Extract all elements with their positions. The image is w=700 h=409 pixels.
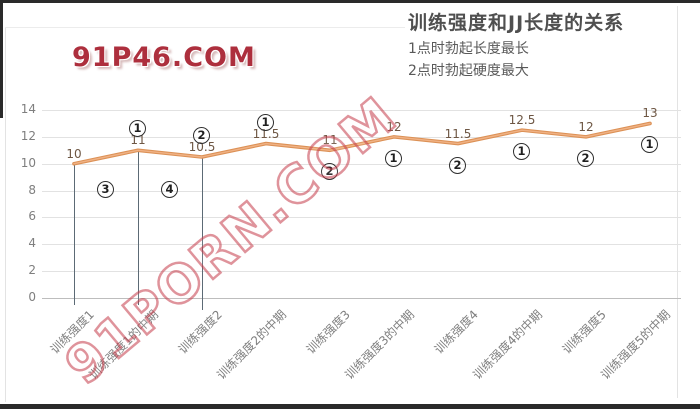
card-border-right — [677, 6, 678, 398]
annotation-circle: 3 — [97, 181, 114, 198]
data-point-label: 12 — [386, 119, 402, 134]
data-point-label: 12.5 — [508, 113, 536, 128]
y-axis-tick-label: 12 — [20, 128, 36, 143]
drop-line — [74, 163, 75, 305]
annotation-circle: 1 — [385, 149, 402, 167]
drop-line — [202, 157, 203, 310]
y-axis-tick-label: 8 — [28, 182, 36, 197]
annotation-circle: 2 — [193, 127, 210, 144]
gridline — [42, 163, 681, 165]
gridline — [42, 217, 681, 219]
data-point-label: 11.5 — [252, 126, 280, 141]
chart-subtitle-2: 2点时勃起硬度最大 — [408, 63, 529, 79]
y-axis-tick-label: 6 — [28, 209, 36, 224]
y-axis-tick-label: 14 — [20, 102, 36, 116]
annotation-circle: 1 — [513, 143, 530, 161]
top-border — [0, 0, 700, 3]
drop-line — [138, 150, 139, 305]
data-point-label: 11 — [322, 133, 338, 148]
card-border-top — [5, 27, 405, 28]
data-point-label: 11.5 — [444, 126, 472, 141]
gridline — [42, 298, 681, 299]
data-point-label: 10.5 — [188, 140, 216, 154]
gridline — [42, 136, 681, 138]
y-axis-tick-label: 2 — [28, 263, 36, 278]
chart-title: 训练强度和JJ长度的关系 — [408, 12, 625, 34]
data-point-label: 13 — [642, 106, 658, 121]
annotation-circle: 2 — [321, 163, 338, 181]
data-point-label: 12 — [578, 119, 594, 134]
left-border — [0, 0, 3, 118]
annotation-circle: 1 — [257, 113, 274, 131]
chart-subtitle-1: 1点时勃起长度最长 — [408, 41, 529, 57]
data-point-label: 11 — [130, 133, 146, 148]
y-axis-tick-label: 4 — [28, 236, 36, 251]
annotation-circle: 4 — [161, 181, 178, 198]
bottom-border — [0, 404, 700, 409]
watermark-top: 91P46.COM — [72, 42, 256, 73]
data-point-label: 10 — [66, 146, 82, 161]
gridline — [42, 271, 681, 273]
gridline — [42, 244, 681, 246]
y-axis-tick-label: 10 — [20, 155, 36, 170]
card-border-left — [5, 27, 6, 402]
gridline — [42, 110, 681, 111]
annotation-circle: 1 — [129, 120, 146, 138]
annotation-circle: 2 — [449, 156, 466, 174]
annotation-circle: 2 — [577, 149, 594, 167]
annotation-circle: 1 — [641, 136, 658, 154]
y-axis-tick-label: 0 — [28, 290, 36, 304]
gridline — [42, 190, 681, 192]
